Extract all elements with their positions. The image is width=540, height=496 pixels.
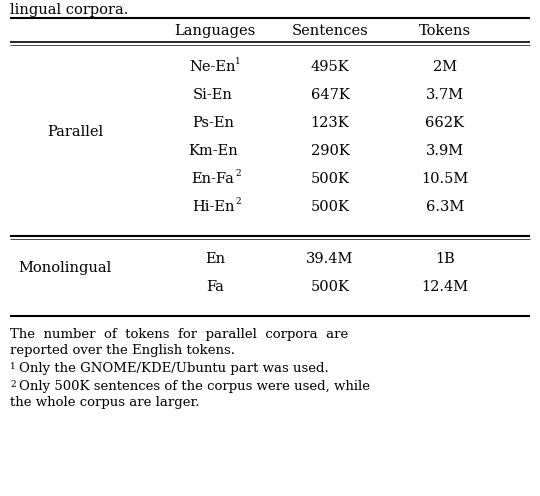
Text: 3.7M: 3.7M — [426, 88, 464, 102]
Text: 662K: 662K — [426, 116, 464, 130]
Text: 1: 1 — [10, 362, 16, 371]
Text: Only 500K sentences of the corpus were used, while: Only 500K sentences of the corpus were u… — [19, 380, 370, 393]
Text: 290K: 290K — [310, 144, 349, 158]
Text: 500K: 500K — [310, 172, 349, 186]
Text: The  number  of  tokens  for  parallel  corpora  are: The number of tokens for parallel corpor… — [10, 328, 348, 341]
Text: Km-En: Km-En — [188, 144, 238, 158]
Text: 1: 1 — [235, 57, 241, 66]
Text: En: En — [205, 252, 225, 266]
Text: Languages: Languages — [174, 24, 255, 38]
Text: 647K: 647K — [310, 88, 349, 102]
Text: Hi-En: Hi-En — [192, 200, 234, 214]
Text: Sentences: Sentences — [292, 24, 368, 38]
Text: Si-En: Si-En — [193, 88, 233, 102]
Text: Ne-En: Ne-En — [190, 60, 237, 74]
Text: 10.5M: 10.5M — [421, 172, 469, 186]
Text: the whole corpus are larger.: the whole corpus are larger. — [10, 396, 200, 409]
Text: 123K: 123K — [310, 116, 349, 130]
Text: 2: 2 — [10, 380, 16, 389]
Text: 500K: 500K — [310, 280, 349, 294]
Text: 495K: 495K — [310, 60, 349, 74]
Text: En-Fa: En-Fa — [192, 172, 234, 186]
Text: 2M: 2M — [433, 60, 457, 74]
Text: 6.3M: 6.3M — [426, 200, 464, 214]
Text: 500K: 500K — [310, 200, 349, 214]
Text: 1B: 1B — [435, 252, 455, 266]
Text: 2: 2 — [235, 197, 241, 206]
Text: Parallel: Parallel — [47, 125, 103, 139]
Text: 2: 2 — [235, 169, 241, 178]
Text: Tokens: Tokens — [419, 24, 471, 38]
Text: Only the GNOME/KDE/Ubuntu part was used.: Only the GNOME/KDE/Ubuntu part was used. — [19, 362, 329, 375]
Text: Monolingual: Monolingual — [18, 261, 112, 275]
Text: Ps-En: Ps-En — [192, 116, 234, 130]
Text: Fa: Fa — [206, 280, 224, 294]
Text: reported over the English tokens.: reported over the English tokens. — [10, 344, 235, 357]
Text: 12.4M: 12.4M — [421, 280, 469, 294]
Text: lingual corpora.: lingual corpora. — [10, 3, 129, 17]
Text: 39.4M: 39.4M — [306, 252, 354, 266]
Text: 3.9M: 3.9M — [426, 144, 464, 158]
